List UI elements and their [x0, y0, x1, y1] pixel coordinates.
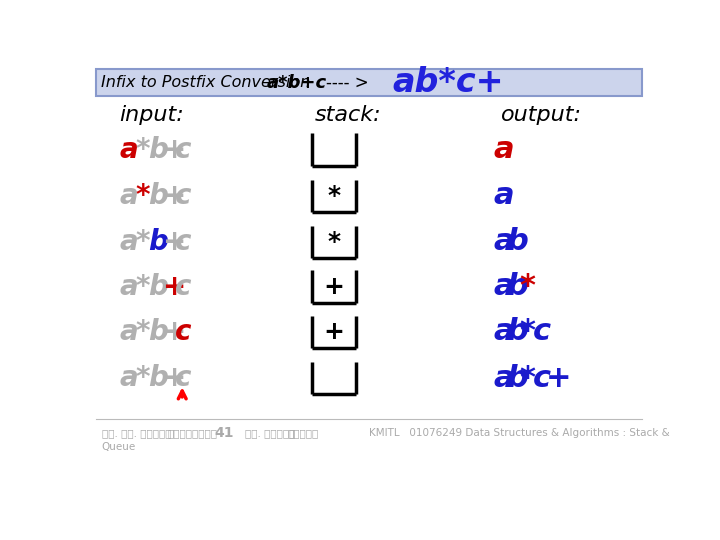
Text: Queue: Queue: [102, 442, 136, 452]
Text: รศ. กธุวน: รศ. กธุวน: [245, 428, 295, 438]
Text: c: c: [175, 273, 192, 301]
Text: a: a: [120, 318, 138, 346]
Text: +: +: [162, 364, 185, 392]
Text: *: *: [135, 228, 150, 256]
Text: b: b: [148, 318, 168, 346]
Text: +: +: [162, 228, 185, 256]
Text: ---- >: ---- >: [325, 73, 369, 91]
Text: c: c: [533, 364, 551, 393]
Text: +: +: [323, 274, 345, 299]
Text: b: b: [506, 272, 528, 301]
FancyBboxPatch shape: [96, 70, 642, 96]
Text: a: a: [493, 318, 513, 347]
Text: a: a: [493, 135, 513, 164]
Text: *: *: [519, 364, 536, 393]
Text: a*b+c: a*b+c: [266, 73, 327, 91]
Text: รศ. ดร. บุญธร: รศ. ดร. บุญธร: [102, 428, 171, 438]
Text: a: a: [120, 181, 138, 210]
Text: c: c: [175, 228, 192, 256]
Text: +: +: [546, 364, 571, 393]
Text: stack:: stack:: [315, 105, 382, 125]
Text: +: +: [323, 320, 345, 344]
Text: input:: input:: [120, 105, 184, 125]
Text: *: *: [328, 230, 341, 254]
Text: c: c: [175, 318, 192, 346]
Text: c: c: [175, 136, 192, 164]
Text: c: c: [533, 318, 551, 347]
Text: *: *: [135, 273, 150, 301]
Text: *: *: [519, 318, 536, 347]
Text: b: b: [148, 364, 168, 392]
Text: ab*c+: ab*c+: [392, 66, 504, 99]
Text: a: a: [493, 364, 513, 393]
Text: ศรบรม: ศรบรม: [287, 428, 319, 438]
Text: *: *: [135, 318, 150, 346]
Text: +: +: [162, 318, 185, 346]
Text: 41: 41: [214, 426, 233, 440]
Text: *: *: [135, 364, 150, 392]
Text: a: a: [120, 228, 138, 256]
Text: a: a: [120, 364, 138, 392]
Text: b: b: [148, 181, 168, 210]
Text: b: b: [506, 227, 528, 256]
Text: b: b: [506, 364, 528, 393]
Text: a: a: [493, 227, 513, 256]
Text: b: b: [148, 228, 168, 256]
Text: output:: output:: [500, 105, 582, 125]
Text: a: a: [120, 273, 138, 301]
Text: +: +: [162, 273, 185, 301]
Text: *: *: [328, 184, 341, 208]
Text: *: *: [519, 272, 536, 301]
Text: a: a: [120, 136, 138, 164]
Text: b: b: [506, 318, 528, 347]
Text: +: +: [162, 136, 185, 164]
Text: b: b: [148, 136, 168, 164]
Text: b: b: [148, 273, 168, 301]
Text: Infix to Postfix Conversion: Infix to Postfix Conversion: [101, 75, 310, 90]
Text: *: *: [135, 181, 150, 210]
Text: +: +: [162, 181, 185, 210]
Text: KMITL   01076249 Data Structures & Algorithms : Stack &: KMITL 01076249 Data Structures & Algorit…: [369, 428, 670, 438]
Text: a: a: [493, 181, 513, 210]
Text: c: c: [175, 364, 192, 392]
Text: เครอตราช: เครอตราช: [168, 428, 217, 438]
Text: c: c: [175, 181, 192, 210]
Text: *: *: [135, 136, 150, 164]
Text: a: a: [493, 272, 513, 301]
